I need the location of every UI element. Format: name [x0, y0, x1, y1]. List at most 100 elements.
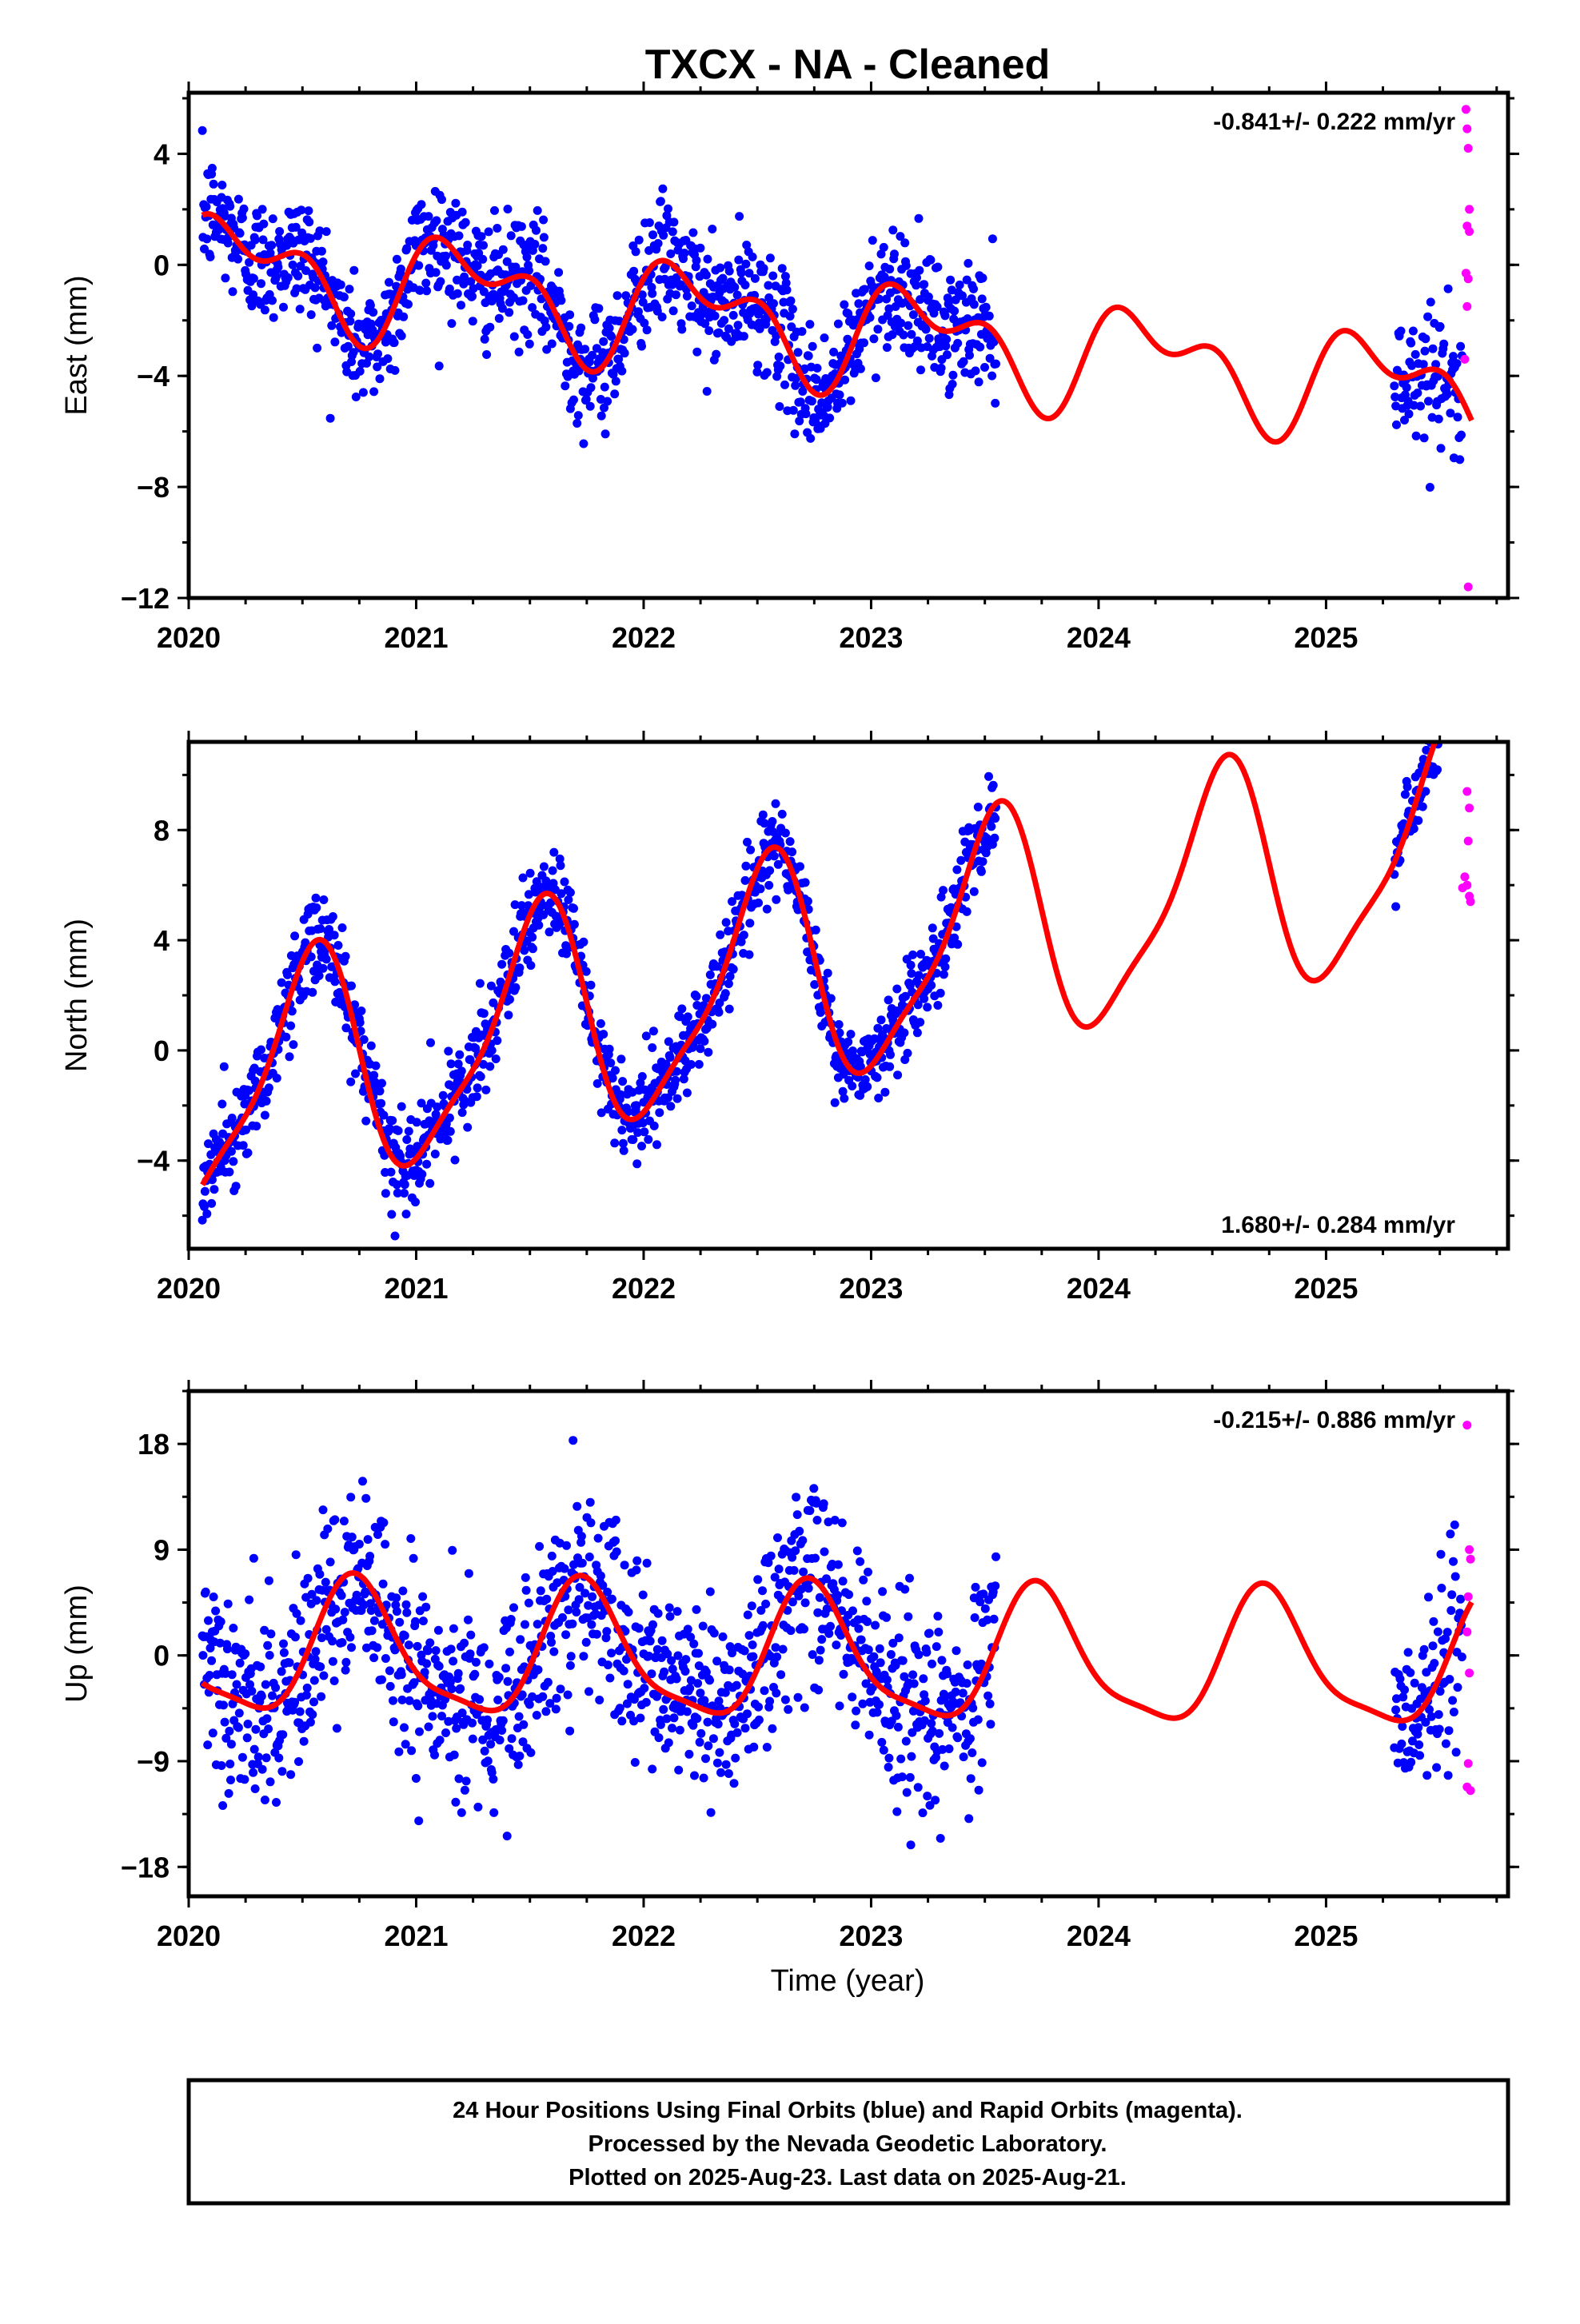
final-orbit-point — [637, 1072, 647, 1081]
final-orbit-point — [564, 1605, 573, 1615]
final-orbit-point — [901, 1736, 911, 1746]
final-orbit-point — [265, 1777, 275, 1787]
final-orbit-point — [642, 1558, 652, 1568]
final-orbit-point — [599, 337, 608, 346]
final-orbit-point — [933, 1001, 943, 1010]
final-orbit-point — [1410, 1678, 1419, 1688]
final-orbit-point — [791, 1546, 800, 1556]
final-orbit-point — [1396, 326, 1406, 336]
final-orbit-point — [879, 242, 888, 252]
final-orbit-point — [1416, 401, 1425, 411]
final-orbit-point — [586, 1518, 596, 1528]
final-orbit-point — [426, 1038, 435, 1047]
final-orbit-point — [748, 252, 757, 261]
final-orbit-point — [237, 1752, 247, 1762]
final-orbit-point — [502, 1832, 512, 1841]
final-orbit-point — [198, 1651, 208, 1660]
final-orbit-point — [623, 1680, 632, 1689]
final-orbit-point — [965, 350, 974, 360]
final-orbit-point — [299, 1736, 309, 1746]
final-orbit-point — [400, 1189, 409, 1198]
final-orbit-point — [211, 1606, 221, 1616]
final-orbit-point — [629, 266, 639, 276]
final-orbit-point — [407, 1746, 417, 1756]
final-orbit-point — [856, 364, 865, 373]
panel-north: 2020 2021 2022 2023 2024 2025 8 4 0 −4 North (mm) 1… — [60, 703, 1519, 1305]
final-orbit-point — [830, 1516, 840, 1525]
final-orbit-point — [312, 1596, 321, 1605]
final-orbit-point — [446, 1059, 456, 1069]
final-orbit-point — [217, 1761, 226, 1770]
final-orbit-point — [241, 1649, 250, 1659]
final-orbit-point — [756, 1605, 766, 1615]
final-orbit-point — [838, 1577, 848, 1586]
final-orbit-point — [788, 1597, 797, 1607]
final-orbit-point — [1408, 1736, 1417, 1746]
final-orbit-point — [321, 1624, 331, 1634]
final-orbit-point — [682, 291, 692, 301]
final-orbit-point — [922, 1648, 932, 1657]
final-orbit-point — [608, 1074, 617, 1083]
rapid-orbit-point — [1466, 1554, 1475, 1564]
final-orbit-point — [768, 817, 777, 826]
final-orbit-point — [295, 1707, 305, 1716]
final-orbit-point — [869, 334, 879, 344]
final-orbit-point — [404, 1640, 413, 1650]
final-orbit-point — [914, 1650, 924, 1660]
final-orbit-point — [991, 359, 1000, 369]
final-orbit-point — [669, 1713, 679, 1723]
final-orbit-point — [692, 991, 701, 1001]
final-orbit-point — [826, 994, 836, 1003]
final-orbit-point — [453, 275, 461, 285]
final-orbit-point — [933, 262, 943, 272]
final-orbit-point — [233, 1723, 243, 1732]
final-orbit-point — [283, 273, 293, 282]
final-orbit-point — [1409, 824, 1418, 834]
final-orbit-point — [441, 261, 451, 270]
final-orbit-point — [465, 1649, 475, 1659]
final-orbit-point — [796, 397, 805, 407]
final-orbit-point — [341, 951, 350, 961]
final-orbit-point — [604, 1044, 614, 1054]
rapid-orbit-point — [1463, 144, 1473, 153]
final-orbit-point — [879, 1745, 888, 1755]
final-orbit-point — [714, 328, 724, 337]
final-orbit-point — [366, 1041, 376, 1050]
final-orbit-point — [622, 1699, 632, 1708]
final-orbit-point — [417, 1170, 427, 1179]
final-orbit-point — [704, 1047, 713, 1057]
final-orbit-point — [431, 1646, 441, 1656]
final-orbit-point — [833, 1591, 842, 1600]
final-orbit-point — [1434, 703, 1443, 712]
final-orbit-point — [390, 365, 400, 375]
final-orbit-point — [596, 1018, 605, 1028]
final-orbit-point — [908, 950, 918, 959]
final-orbit-point — [279, 1648, 289, 1657]
x-tick-label: 2021 — [384, 621, 448, 654]
final-orbit-point — [679, 1074, 688, 1084]
final-orbit-point — [528, 944, 537, 954]
final-orbit-point — [692, 1604, 701, 1614]
final-orbit-point — [805, 1506, 815, 1516]
final-orbit-point — [358, 388, 368, 397]
final-orbit-point — [422, 1659, 432, 1668]
final-orbit-point — [900, 1585, 910, 1594]
final-orbit-point — [936, 363, 946, 373]
final-orbit-point — [696, 1688, 705, 1698]
final-orbit-point — [1456, 1594, 1466, 1604]
final-orbit-point — [466, 1630, 476, 1640]
final-orbit-point — [816, 1645, 825, 1655]
final-orbit-point — [822, 1574, 831, 1584]
final-orbit-point — [903, 1048, 912, 1058]
final-orbit-point — [565, 321, 574, 331]
final-orbit-point — [579, 1652, 589, 1661]
final-orbit-point — [446, 1644, 456, 1654]
final-orbit-point — [693, 1679, 703, 1688]
final-orbit-point — [417, 200, 426, 209]
final-orbit-point — [441, 1728, 450, 1737]
final-orbit-point — [913, 1783, 923, 1792]
final-orbit-point — [1441, 1739, 1450, 1748]
final-orbit-point — [793, 1692, 803, 1702]
final-orbit-point — [397, 1102, 406, 1111]
